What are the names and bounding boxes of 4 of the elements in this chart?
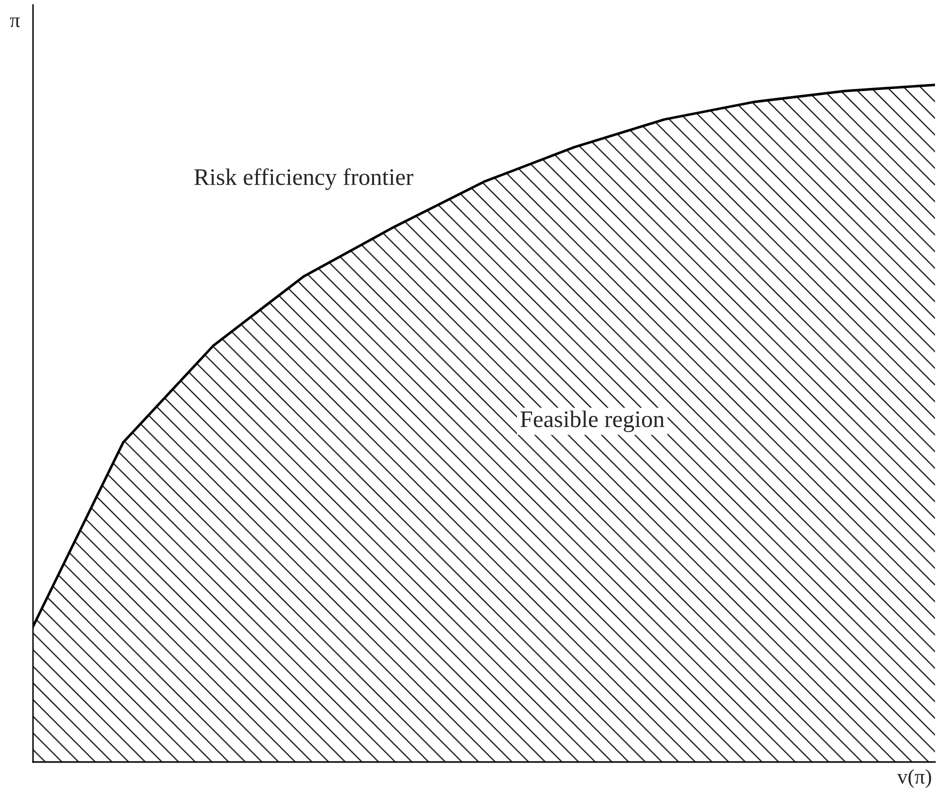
x-axis-title: v(π) [897, 769, 932, 788]
annotation: Risk efficiency frontier [194, 168, 414, 190]
y-axis-title: π [10, 17, 20, 28]
annotation: Feasible region [520, 410, 664, 432]
